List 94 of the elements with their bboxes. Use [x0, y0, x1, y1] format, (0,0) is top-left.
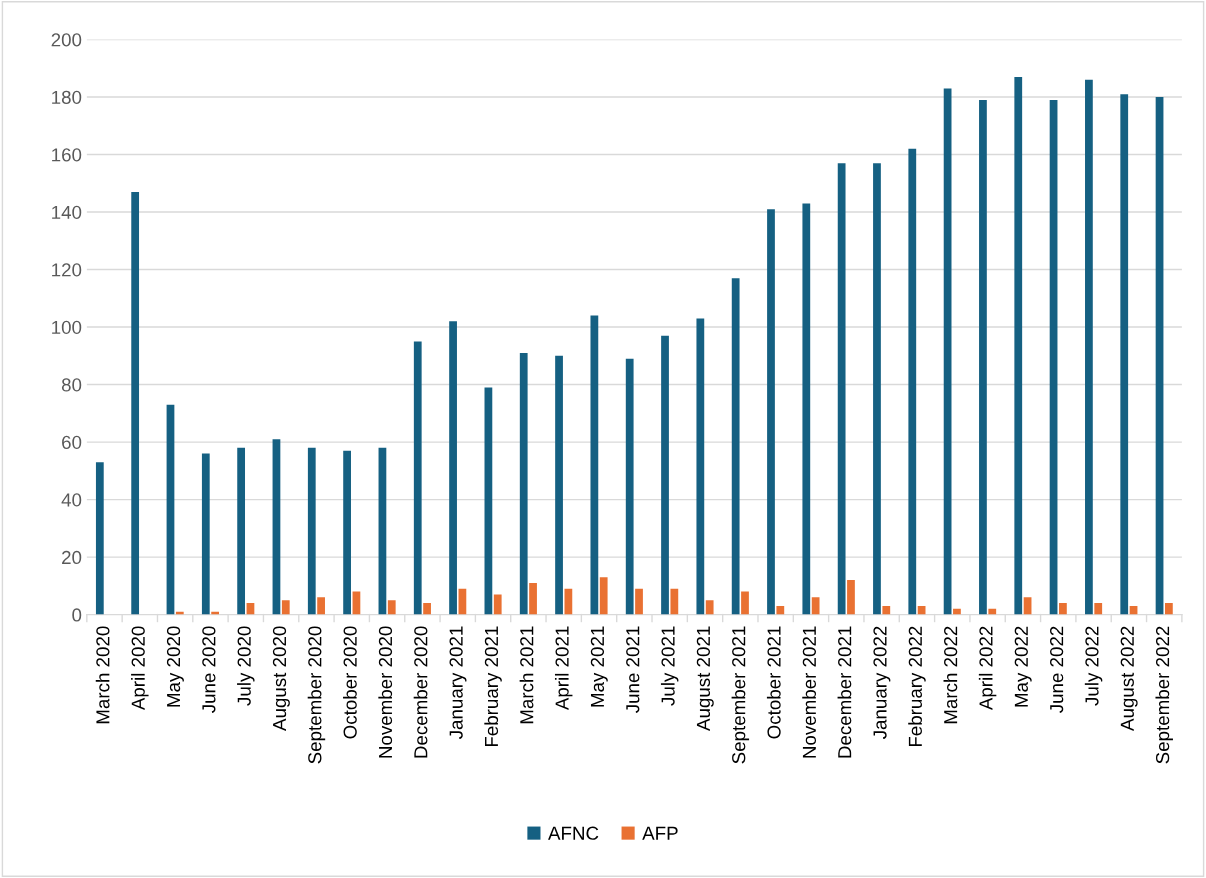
bar [493, 594, 502, 615]
x-tick-label: December 2021 [837, 626, 852, 758]
bar [873, 163, 881, 615]
y-tick-label: 20 [62, 550, 82, 565]
x-tick-label: April 2021 [554, 626, 573, 711]
x-tick-label: October 2020 [343, 626, 357, 739]
bar [705, 600, 714, 615]
bar [272, 439, 281, 615]
bar [166, 404, 175, 615]
bar [95, 462, 104, 615]
bar [1094, 603, 1103, 615]
bar [943, 88, 952, 615]
bar [776, 605, 785, 615]
bar [1120, 94, 1129, 615]
x-tick-label: July 2021 [660, 626, 679, 706]
x-tick-label: March 2020 [95, 626, 110, 724]
bar [696, 318, 705, 615]
x-tick-label: April 2020 [131, 626, 149, 711]
x-tick-label: November 2021 [802, 626, 817, 758]
legend-label: AFNC [548, 826, 599, 840]
bar [811, 597, 820, 615]
bar [635, 588, 643, 615]
x-tick-label: December 2020 [413, 626, 428, 758]
bar [731, 278, 740, 615]
bar [378, 447, 387, 615]
bar [519, 352, 528, 615]
bar [1014, 76, 1023, 615]
bar [882, 605, 891, 615]
bar [847, 580, 855, 615]
x-tick-label: July 2020 [237, 626, 255, 706]
y-tick-label: 100 [52, 320, 82, 335]
y-tick-label: 0 [72, 608, 82, 622]
x-tick-label: August 2021 [696, 626, 714, 731]
y-tick-label: 40 [61, 493, 82, 507]
x-tick-label: November 2020 [378, 626, 393, 758]
y-tick-label: 200 [51, 33, 82, 47]
bar [237, 447, 246, 615]
bar [387, 600, 396, 615]
y-tick-label: 80 [61, 378, 82, 392]
x-tick-label: August 2022 [1120, 626, 1138, 731]
y-tick-label: 120 [52, 263, 82, 277]
bar [625, 358, 634, 615]
bar [413, 341, 422, 615]
bar [1059, 603, 1067, 615]
x-tick-label: September 2020 [307, 626, 326, 764]
y-tick-label: 160 [52, 148, 82, 162]
bar [670, 588, 679, 615]
x-tick-label: May 2020 [166, 626, 184, 707]
bar [1155, 97, 1164, 615]
bar [449, 321, 457, 615]
x-tick-label: September 2022 [1155, 626, 1173, 764]
legend-label: AFP [642, 826, 678, 840]
bar [484, 387, 493, 615]
bar [590, 315, 599, 615]
x-tick-label: June 2021 [626, 626, 640, 713]
bar [343, 450, 351, 615]
bar [741, 591, 749, 615]
bar [529, 582, 537, 615]
bar [837, 163, 846, 615]
bar [979, 99, 987, 615]
bar [767, 209, 775, 615]
x-tick-label: August 2020 [272, 626, 290, 731]
bar [661, 335, 669, 615]
bar [1165, 603, 1173, 615]
y-tick-label: 60 [62, 435, 82, 450]
x-tick-label: February 2021 [484, 626, 502, 747]
x-tick-label: June 2020 [202, 626, 216, 713]
x-tick-label: January 2021 [449, 626, 467, 740]
bar [281, 600, 290, 615]
x-tick-label: September 2021 [731, 626, 750, 764]
bar [555, 355, 563, 615]
x-tick-label: July 2022 [1084, 626, 1103, 706]
x-tick-label: October 2021 [766, 626, 781, 739]
x-tick-label: May 2021 [590, 626, 608, 707]
x-tick-label: June 2022 [1050, 626, 1064, 713]
x-tick-label: January 2022 [873, 626, 891, 740]
bar [802, 203, 811, 615]
y-tick-label: 180 [52, 90, 82, 104]
bar [1085, 79, 1093, 615]
bar [317, 597, 325, 615]
x-tick-label: March 2021 [519, 626, 534, 724]
x-tick-label: April 2022 [978, 626, 997, 711]
bar [423, 603, 431, 615]
x-tick-label: May 2022 [1014, 626, 1032, 707]
bar [131, 191, 140, 615]
x-tick-label: February 2022 [908, 626, 926, 747]
bar [307, 447, 316, 615]
x-tick-label: March 2022 [943, 626, 958, 724]
bar [564, 588, 573, 615]
bar [599, 577, 608, 615]
bar [1049, 99, 1058, 615]
y-tick-label: 140 [52, 205, 82, 220]
bar [201, 453, 210, 615]
bar [908, 148, 917, 615]
